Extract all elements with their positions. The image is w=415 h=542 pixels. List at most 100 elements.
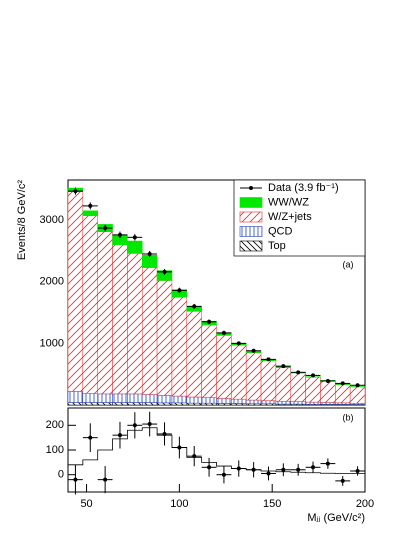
histogram-segment (142, 255, 157, 267)
data-point (207, 320, 211, 324)
data-point (222, 331, 226, 335)
histogram-segment (127, 394, 142, 403)
histogram-segment (157, 395, 172, 402)
histogram-segment (172, 403, 187, 405)
histogram-segment (231, 345, 246, 399)
histogram-segment (291, 402, 306, 404)
data-point (296, 370, 300, 374)
data-point (356, 469, 360, 473)
histogram-segment (202, 325, 217, 398)
y-tick-label: 3000 (40, 214, 64, 226)
data-point (296, 468, 300, 472)
data-point (237, 341, 241, 345)
data-point (163, 432, 167, 436)
panel-label: (b) (343, 412, 354, 422)
data-point (311, 465, 315, 469)
histogram-segment (231, 399, 246, 403)
data-point (222, 473, 226, 477)
histogram-segment (187, 403, 202, 405)
histogram-segment (127, 241, 142, 253)
histogram-segment (246, 353, 261, 400)
histogram-segment (217, 399, 232, 404)
histogram-segment (98, 394, 113, 403)
data-point (177, 446, 181, 450)
legend-swatch (240, 241, 262, 251)
histogram-segment (350, 387, 365, 403)
y-tick-label: 200 (46, 419, 64, 431)
data-point (148, 252, 152, 256)
legend-swatch (240, 212, 262, 222)
histogram-segment (83, 403, 98, 405)
data-point (133, 423, 137, 427)
data-point (237, 467, 241, 471)
y-tick-label: 0 (58, 469, 64, 481)
y-tick-label: 2000 (40, 276, 64, 288)
histogram-segment (98, 232, 113, 394)
data-point (88, 204, 92, 208)
legend-label: WW/WZ (268, 196, 309, 208)
histogram-segment (127, 253, 142, 394)
histogram-segment (83, 393, 98, 402)
histogram-segment (142, 403, 157, 405)
y-axis-label: Events/8 GeV/c² (16, 180, 28, 260)
data-point (148, 422, 152, 426)
histogram-segment (276, 401, 291, 404)
data-point (266, 471, 270, 475)
panel-label: (a) (343, 259, 354, 269)
y-tick-label: 1000 (40, 337, 64, 349)
histogram-segment (261, 401, 276, 404)
histogram-segment (335, 385, 350, 403)
data-point (118, 233, 122, 237)
histogram-segment (291, 373, 306, 402)
histogram-segment (306, 402, 321, 404)
histogram-segment (246, 400, 261, 404)
data-point (103, 478, 107, 482)
data-point (192, 454, 196, 458)
histogram-segment (113, 403, 128, 405)
legend-swatch (240, 227, 262, 237)
histogram-segment (320, 381, 335, 403)
data-point (252, 349, 256, 353)
data-point (73, 189, 77, 193)
histogram-segment (187, 397, 202, 403)
histogram-segment (68, 391, 83, 402)
data-point (341, 381, 345, 385)
x-axis-label: Mⱼⱼ (GeV/c²) (307, 512, 365, 524)
x-tick-label: 100 (170, 498, 188, 510)
legend-label: QCD (268, 225, 293, 237)
data-point (311, 373, 315, 377)
histogram-segment (68, 403, 83, 405)
data-point (73, 478, 77, 482)
data-point (281, 364, 285, 368)
data-point (281, 468, 285, 472)
data-point (326, 379, 330, 383)
data-point (133, 235, 137, 239)
signal-line (68, 428, 365, 474)
histogram-segment (187, 311, 202, 397)
histogram-segment (276, 368, 291, 402)
histogram-segment (142, 268, 157, 395)
histogram-segment (172, 297, 187, 396)
histogram-segment (157, 403, 172, 405)
histogram-segment (217, 335, 232, 398)
data-point (88, 436, 92, 440)
legend-marker (249, 186, 253, 190)
data-point (103, 226, 107, 230)
y-tick-label: 100 (46, 444, 64, 456)
histogram-segment (202, 398, 217, 404)
histogram-segment (142, 395, 157, 403)
legend-swatch (240, 198, 262, 208)
legend-label: W/Z+jets (268, 211, 312, 223)
histogram-segment (113, 394, 128, 403)
data-point (252, 468, 256, 472)
histogram-segment (113, 245, 128, 394)
data-point (326, 462, 330, 466)
legend-label: Data (3.9 fb⁻¹) (268, 182, 339, 194)
data-point (177, 288, 181, 292)
histogram-segment (127, 403, 142, 405)
histogram-segment (306, 377, 321, 402)
data-point (192, 304, 196, 308)
data-point (341, 479, 345, 483)
histogram-segment (83, 211, 98, 216)
